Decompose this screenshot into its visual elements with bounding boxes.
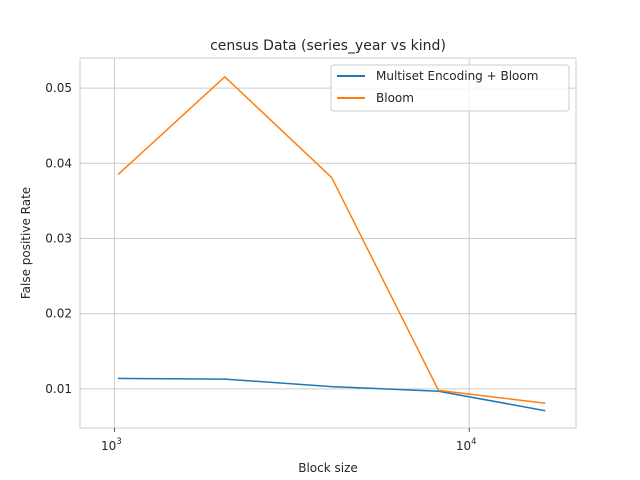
plot-frame: [79, 57, 577, 429]
series-layer: [117, 76, 546, 412]
x-axis-label: Block size: [298, 461, 358, 475]
legend-label-bloom: Bloom: [376, 91, 414, 105]
grid: [80, 58, 576, 428]
y-tick-label: 0.03: [45, 231, 72, 245]
y-tick-label: 0.04: [45, 156, 72, 170]
series-line-bloom: [117, 76, 546, 404]
legend: Multiset Encoding + Bloom Bloom: [330, 64, 570, 112]
legend-box: [330, 64, 570, 112]
series-line-multiset: [117, 377, 546, 412]
legend-label-multiset: Multiset Encoding + Bloom: [376, 69, 538, 83]
y-tick-label: 0.01: [45, 382, 72, 396]
y-tick-label: 0.05: [45, 81, 72, 95]
chart-title: census Data (series_year vs kind): [210, 38, 446, 54]
y-axis-label: False positive Rate: [19, 187, 33, 299]
y-tick-label: 0.02: [45, 307, 72, 321]
